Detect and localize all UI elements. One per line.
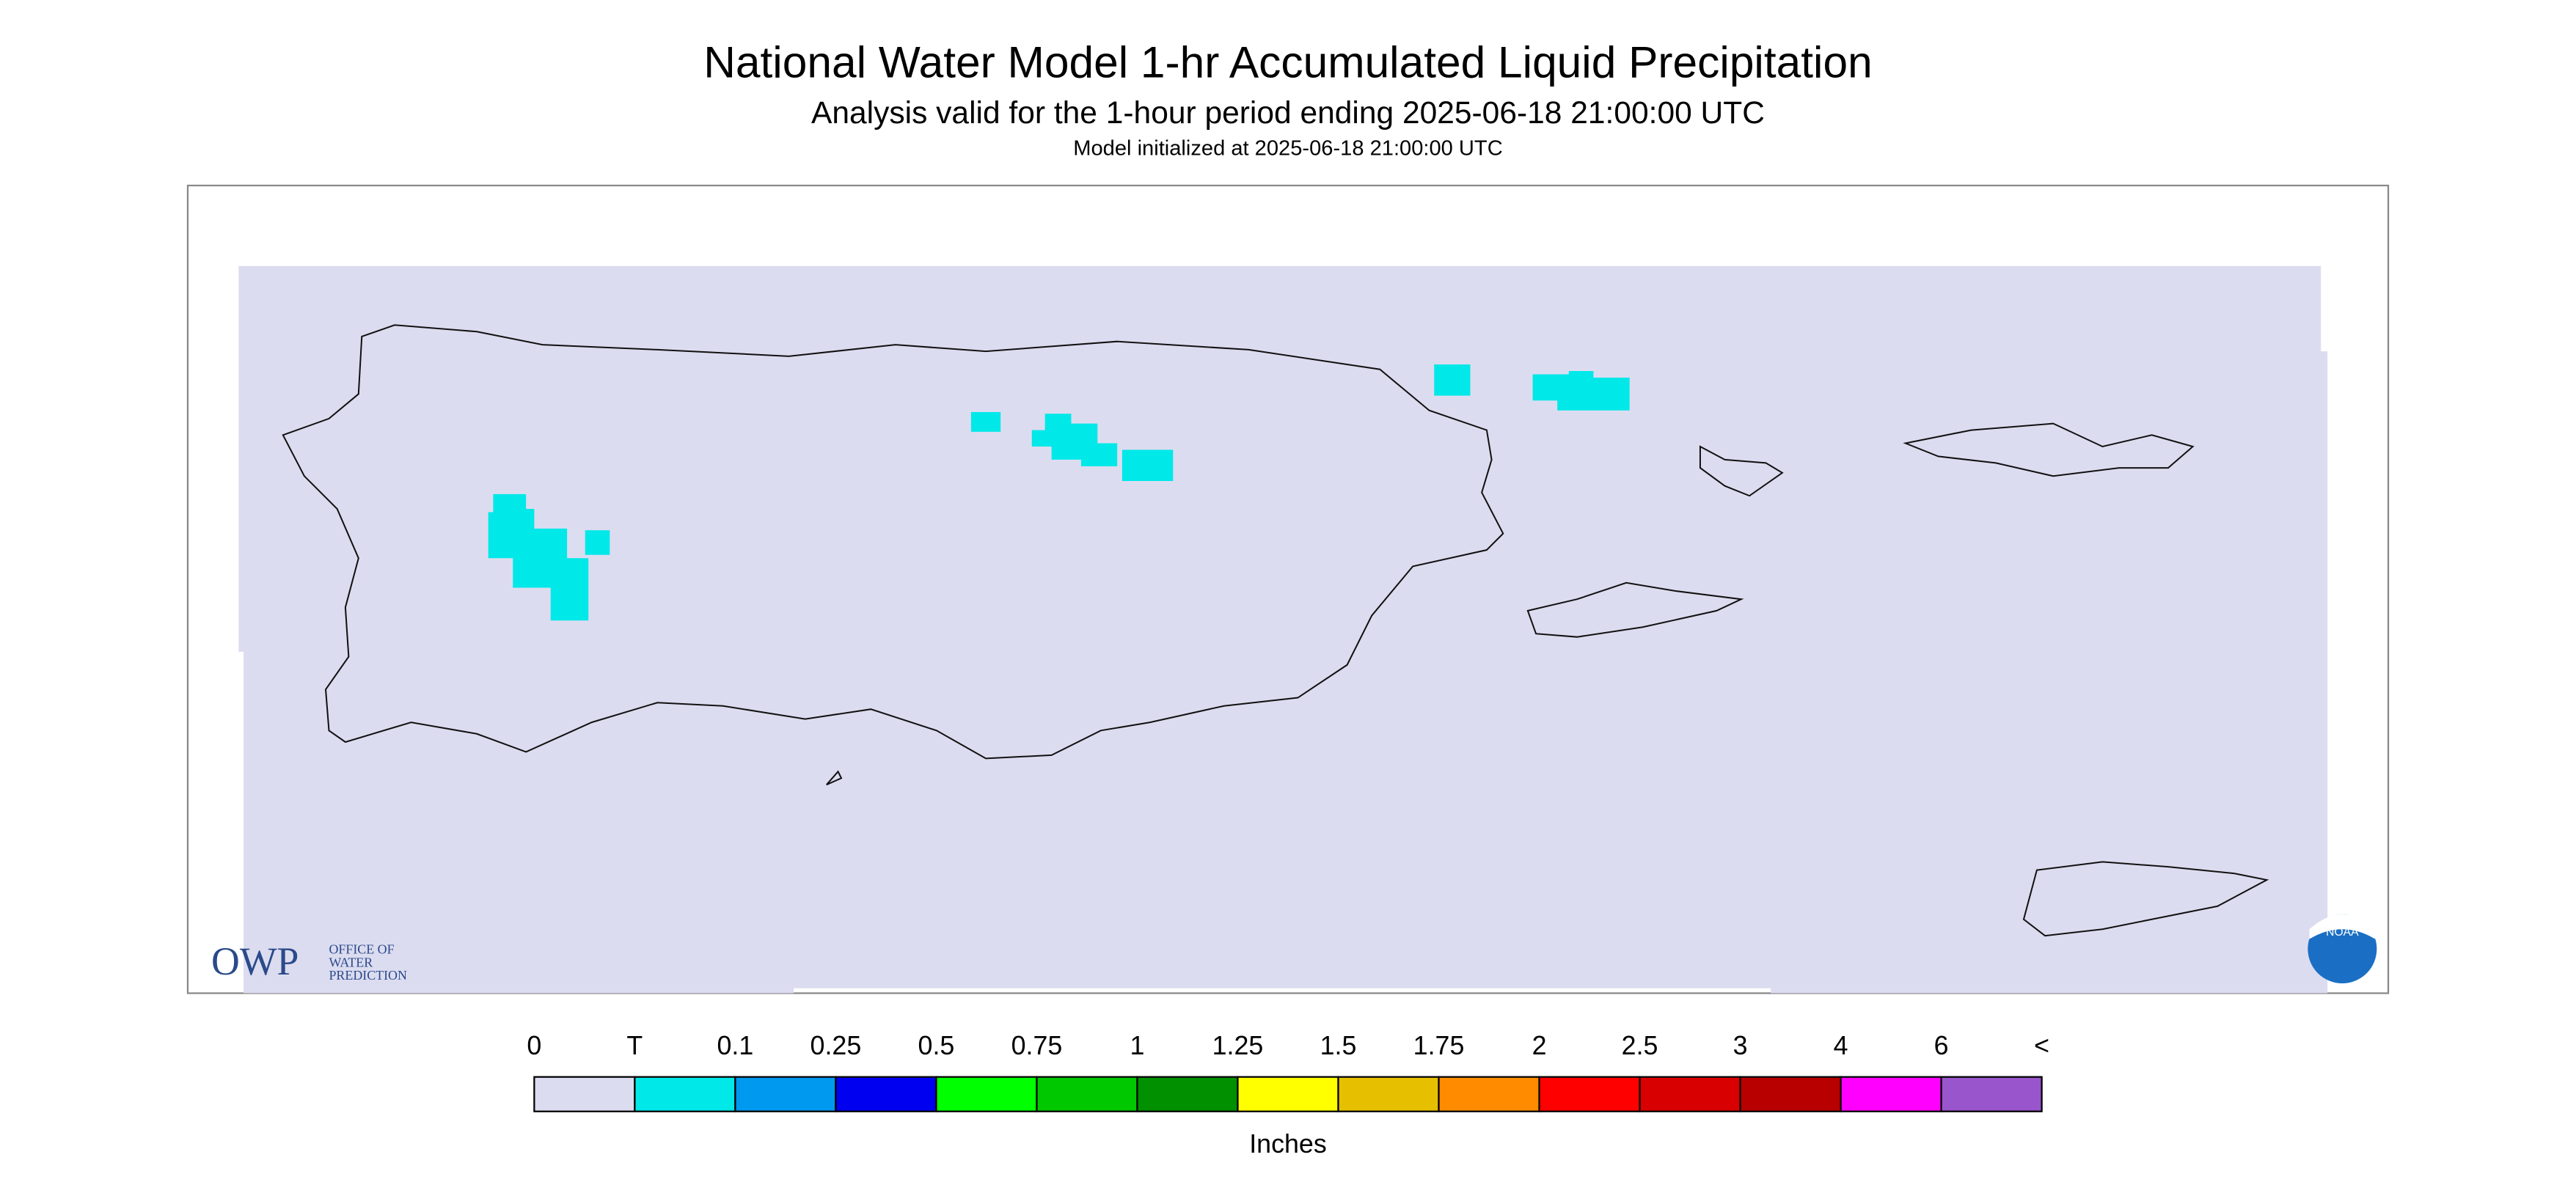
init-time: Model initialized at 2025-06-18 21:00:00… [1073, 136, 1502, 160]
legend-swatch [734, 1076, 837, 1112]
legend-swatch [533, 1076, 636, 1112]
legend-swatch [1840, 1076, 1942, 1112]
legend-label: < [2034, 1031, 2049, 1060]
legend-label: 1.25 [1212, 1031, 1264, 1060]
owp-logo: OWP [211, 939, 299, 983]
precip-areas [488, 364, 1630, 621]
legend-swatch [1739, 1076, 1842, 1112]
noaa-text: NOAA [2326, 926, 2359, 939]
legend-swatch [835, 1076, 937, 1112]
map-area [238, 265, 2328, 994]
legend-label: 3 [1733, 1031, 1748, 1060]
legend-label: 1 [1130, 1031, 1145, 1060]
legend-swatch [1538, 1076, 1641, 1112]
legend-label: 0.25 [811, 1031, 862, 1060]
legend-swatch [1940, 1076, 2043, 1112]
legend-title: Inches [1249, 1129, 1327, 1159]
owp-text: OFFICE OF [329, 941, 394, 956]
legend-swatch [1237, 1076, 1339, 1112]
coastlines [282, 324, 2269, 937]
legend-label: 2.5 [1622, 1031, 1658, 1060]
legend-label: 1.5 [1320, 1031, 1357, 1060]
legend-swatch [1337, 1076, 1440, 1112]
legend-swatch [935, 1076, 1038, 1112]
legend-label: 6 [1934, 1031, 1949, 1060]
legend-label: 0 [527, 1031, 541, 1060]
legend-label: 0.75 [1011, 1031, 1063, 1060]
legend-label: 2 [1532, 1031, 1547, 1060]
legend-swatch [1036, 1076, 1138, 1112]
legend-label: 0.5 [918, 1031, 955, 1060]
legend-swatch [634, 1076, 736, 1112]
legend-swatch [1639, 1076, 1741, 1112]
legend-label: 1.75 [1413, 1031, 1465, 1060]
owp-text: WATER [329, 955, 373, 969]
owp-text: PREDICTION [329, 968, 407, 983]
legend-label: T [626, 1031, 643, 1060]
subtitle: Analysis valid for the 1-hour period end… [811, 95, 1765, 131]
legend-swatch [1136, 1076, 1239, 1112]
legend-label: 0.1 [717, 1031, 753, 1060]
title: National Water Model 1-hr Accumulated Li… [703, 37, 1872, 87]
legend-swatch [1438, 1076, 1540, 1112]
legend-label: 4 [1834, 1031, 1848, 1060]
